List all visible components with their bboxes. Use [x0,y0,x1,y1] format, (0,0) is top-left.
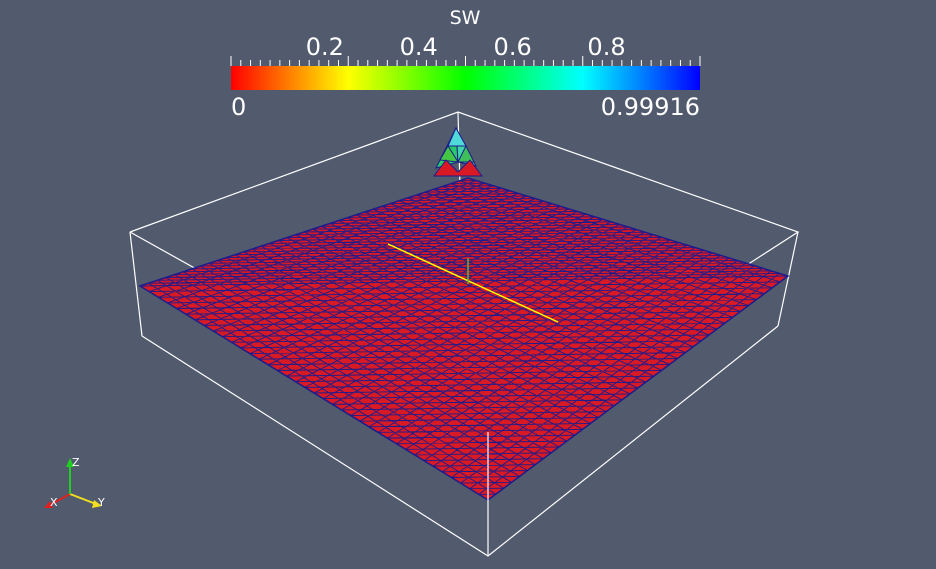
peak-face-base [433,159,483,177]
scalar-bar-tick-labels: 0.2 0.4 0.6 0.8 [306,33,626,61]
peak-face-top [447,126,467,147]
center-axes [387,243,559,323]
orientation-y-axis [69,493,97,505]
scalar-bar[interactable]: SW 0 0.99916 0.2 0.4 0.6 0.8 [230,7,701,121]
center-axis-long [387,243,559,323]
orientation-x-label: X [50,496,58,509]
orientation-x-arrowhead [44,501,53,508]
scalar-bar-max-label: 0.99916 [601,93,700,121]
saturation-peak [433,126,483,177]
scalar-bar-tick-label: 0.6 [494,33,532,61]
scalar-bar-tick-label: 0.8 [587,33,625,61]
scalar-bar-ticks [230,56,701,66]
peak-face-mid-left [439,145,459,163]
mesh-surface [138,177,790,501]
orientation-y-arrowhead [92,500,102,508]
orientation-z-label: Z [72,456,80,469]
scalar-bar-title: SW [450,7,481,29]
scalar-bar-color-strip [231,66,700,90]
mesh-border [138,177,790,501]
scalar-bar-tick-label: 0.4 [400,33,438,61]
orientation-z-arrowhead [66,458,74,467]
orientation-x-axis [47,493,71,507]
outline-edge-left [129,231,143,337]
peak-face-mid-right [457,144,475,163]
orientation-y-label: Y [97,496,105,509]
outline-edge-right [777,231,799,327]
orientation-axes[interactable]: X Y Z [44,456,105,509]
scalar-bar-min-label: 0 [231,93,246,121]
scalar-bar-tick-label: 0.2 [306,33,344,61]
outline-box-front [141,325,779,557]
